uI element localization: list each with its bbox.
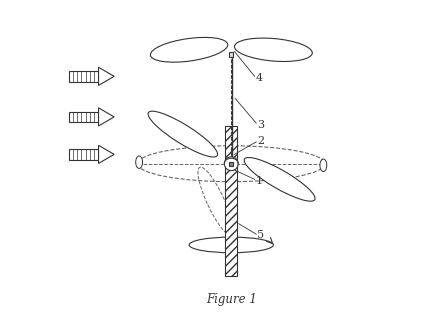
Text: 2: 2 <box>257 136 264 146</box>
Ellipse shape <box>320 159 327 172</box>
Ellipse shape <box>244 158 315 201</box>
Text: Figure 1: Figure 1 <box>206 293 257 306</box>
Polygon shape <box>99 108 114 126</box>
Polygon shape <box>99 145 114 163</box>
Bar <box>225 126 237 276</box>
Bar <box>69 71 99 82</box>
Ellipse shape <box>235 38 312 61</box>
Bar <box>229 162 233 166</box>
Polygon shape <box>99 67 114 85</box>
Bar <box>229 52 233 57</box>
Text: 1: 1 <box>255 176 263 186</box>
Ellipse shape <box>136 156 142 169</box>
Text: 4: 4 <box>255 73 263 83</box>
Ellipse shape <box>198 167 233 235</box>
Circle shape <box>224 157 238 171</box>
Bar <box>69 149 99 160</box>
Text: 3: 3 <box>257 120 264 130</box>
Text: 5: 5 <box>257 230 264 240</box>
Bar <box>69 112 99 122</box>
Ellipse shape <box>150 37 228 62</box>
Ellipse shape <box>148 111 218 157</box>
